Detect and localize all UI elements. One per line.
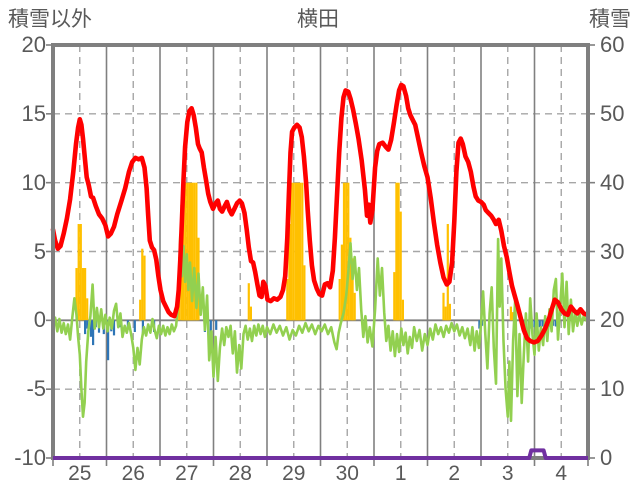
orange-bars bbox=[446, 224, 449, 321]
right-axis-tick-label: 50 bbox=[600, 100, 625, 126]
orange-bars bbox=[294, 182, 297, 321]
orange-bars bbox=[303, 265, 306, 321]
blue-bars bbox=[89, 320, 93, 337]
orange-bars bbox=[188, 182, 191, 321]
orange-bars bbox=[247, 283, 250, 321]
orange-bars bbox=[249, 306, 252, 321]
orange-bars bbox=[448, 303, 451, 321]
blue-bars bbox=[533, 320, 536, 328]
left-axis-tick-label: -10 bbox=[14, 445, 46, 470]
right-axis-tick-label: 20 bbox=[600, 307, 625, 333]
orange-bars bbox=[301, 182, 304, 321]
x-axis-tick-label: 26 bbox=[121, 462, 145, 485]
orange-bars bbox=[345, 182, 348, 321]
blue-bars bbox=[538, 320, 541, 328]
orange-bars bbox=[184, 182, 187, 321]
orange-bars bbox=[288, 224, 291, 321]
x-axis-tick-label: 30 bbox=[335, 462, 359, 485]
orange-bars bbox=[342, 182, 346, 321]
right-axis-title: 積雪 bbox=[589, 8, 631, 31]
blue-bars bbox=[84, 320, 87, 335]
orange-bars bbox=[286, 279, 289, 321]
right-axis-tick-label: 60 bbox=[600, 32, 625, 57]
x-axis-tick-label: 1 bbox=[394, 462, 407, 485]
orange-bars bbox=[193, 182, 196, 321]
orange-bars bbox=[143, 255, 146, 321]
orange-bars bbox=[351, 258, 354, 321]
left-axis-title: 積雪以外 bbox=[8, 8, 92, 31]
orange-bars bbox=[191, 182, 194, 321]
orange-bars bbox=[84, 268, 87, 321]
orange-bars bbox=[292, 182, 295, 321]
orange-bars bbox=[444, 306, 447, 321]
orange-bars bbox=[347, 182, 350, 321]
blue-bars bbox=[209, 320, 212, 339]
x-axis-tick-label: 27 bbox=[175, 462, 199, 485]
orange-bars bbox=[395, 182, 398, 321]
blue-bars bbox=[92, 320, 95, 346]
x-axis-tick-label: 29 bbox=[282, 462, 306, 485]
orange-bars bbox=[338, 279, 341, 321]
left-axis-tick-label: 15 bbox=[21, 100, 46, 126]
left-axis-tick-label: 10 bbox=[21, 169, 46, 195]
orange-bars bbox=[397, 182, 400, 321]
right-axis-tick-label: 10 bbox=[600, 376, 625, 402]
orange-bars bbox=[81, 268, 84, 321]
left-axis-tick-label: 20 bbox=[21, 32, 46, 57]
x-axis-tick-label: 4 bbox=[555, 462, 568, 485]
orange-bars bbox=[77, 224, 80, 321]
orange-bars bbox=[195, 182, 198, 321]
orange-bars bbox=[393, 272, 396, 321]
orange-bars bbox=[75, 268, 78, 321]
orange-bars bbox=[401, 299, 404, 321]
blue-bars bbox=[133, 320, 136, 332]
x-axis-tick-label: 3 bbox=[501, 462, 514, 485]
snow-depth-purple bbox=[53, 448, 588, 460]
orange-bars bbox=[79, 224, 82, 321]
right-axis-tick-label: 0 bbox=[600, 445, 613, 470]
right-axis-tick-label: 30 bbox=[600, 238, 625, 264]
orange-bars bbox=[186, 182, 189, 321]
orange-bars bbox=[139, 299, 142, 321]
blue-bars bbox=[478, 320, 481, 329]
orange-bars bbox=[296, 182, 300, 321]
blue-bars bbox=[541, 320, 544, 327]
blue-bars bbox=[215, 320, 218, 330]
orange-bars bbox=[509, 306, 512, 321]
orange-bars bbox=[340, 244, 343, 321]
blue-bars bbox=[112, 320, 116, 336]
chart-title: 横田 bbox=[297, 8, 339, 31]
orange-bars bbox=[399, 211, 402, 321]
red-line bbox=[50, 82, 590, 345]
orange-bars bbox=[299, 182, 302, 321]
orange-bars bbox=[86, 298, 89, 321]
green-line bbox=[51, 233, 590, 423]
orange-bars bbox=[349, 237, 352, 321]
blue-bars bbox=[554, 320, 557, 327]
x-axis-tick-label: 25 bbox=[68, 462, 92, 485]
right-axis-tick-label: 40 bbox=[600, 169, 625, 195]
blue-bars bbox=[107, 320, 110, 361]
orange-bars bbox=[353, 292, 356, 321]
blue-bars bbox=[86, 320, 89, 329]
left-axis-tick-label: 5 bbox=[33, 238, 46, 264]
left-axis-tick-label: -5 bbox=[26, 376, 46, 402]
left-axis-tick-label: 0 bbox=[33, 307, 46, 333]
orange-bars bbox=[290, 182, 293, 321]
orange-bars bbox=[442, 292, 445, 321]
x-axis-tick-label: 2 bbox=[448, 462, 461, 485]
x-axis-tick-label: 28 bbox=[228, 462, 252, 485]
orange-bars bbox=[141, 248, 144, 321]
